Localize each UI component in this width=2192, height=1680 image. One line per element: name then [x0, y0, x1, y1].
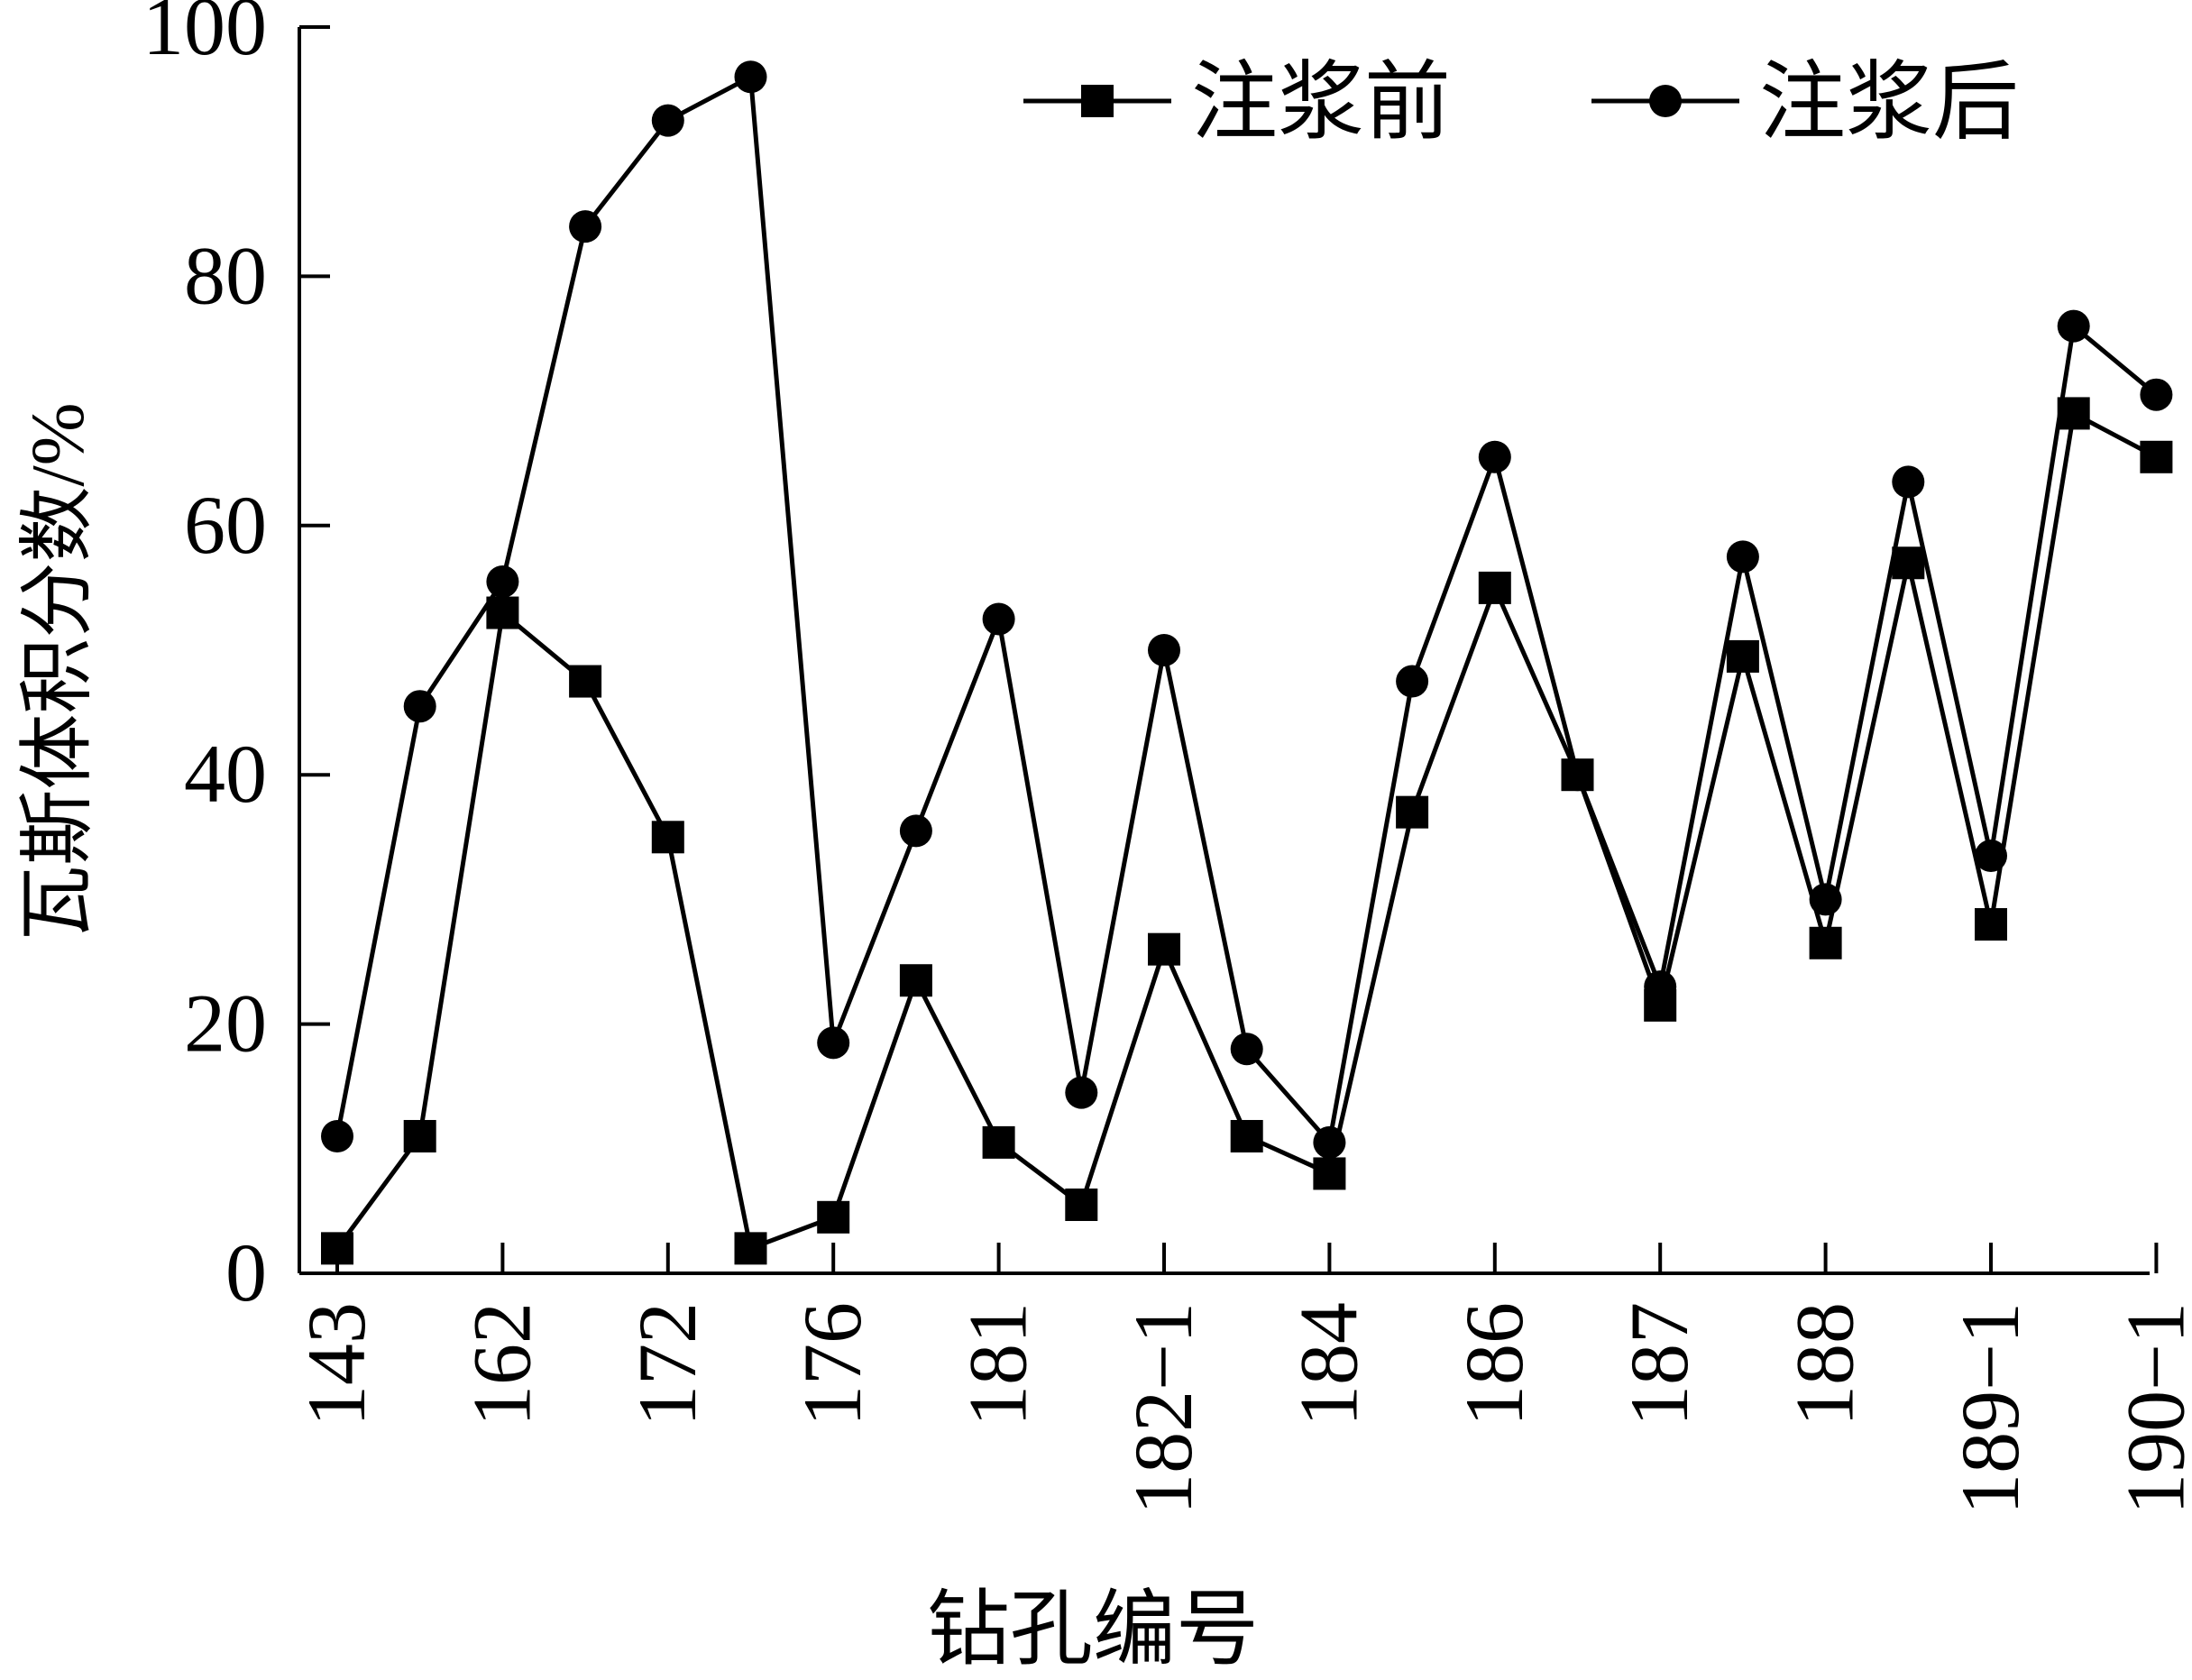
x-tick-label: 181 [952, 1302, 1044, 1427]
data-point-square [1065, 1188, 1098, 1221]
data-point-circle [1892, 465, 1925, 499]
data-point-circle [1644, 970, 1677, 1004]
data-point-square [734, 1232, 767, 1265]
data-point-circle [1313, 1125, 1346, 1159]
y-tick-label: 100 [142, 0, 267, 72]
data-point-circle [982, 602, 1015, 636]
data-point-square [2140, 440, 2173, 473]
data-point-square [1975, 908, 2007, 941]
data-point-circle [1396, 665, 1429, 698]
series-line [335, 73, 2158, 1148]
data-point-circle [2140, 378, 2173, 411]
data-point-circle [569, 210, 602, 243]
data-point-circle [486, 565, 519, 598]
data-point-circle [1065, 1076, 1098, 1109]
data-point-square [321, 1232, 353, 1265]
data-point-square [1478, 571, 1511, 604]
data-point-square [817, 1200, 850, 1234]
data-point-square [1892, 546, 1925, 580]
x-tick-label: 188 [1779, 1302, 1871, 1427]
x-axis-label: 钻孔编号 [927, 1584, 1259, 1675]
x-tick-label: 184 [1282, 1302, 1374, 1427]
data-point-circle [1809, 883, 1842, 916]
x-axis-ticks: 143 162 172 176 181 182−1 184 186 187 188 189−1 190… [290, 1243, 2192, 1515]
data-point-circle [1478, 440, 1511, 473]
data-point-square [569, 665, 602, 698]
data-point-circle [651, 104, 684, 137]
data-point-circle [1230, 1033, 1263, 1066]
data-point-circle [1148, 634, 1180, 666]
y-axis-ticks: 0 20 40 60 80 100 [142, 0, 330, 1318]
x-tick-label: 182−1 [1117, 1302, 1209, 1515]
data-point-square [982, 1125, 1015, 1159]
legend: 注浆前 注浆后 [1023, 54, 2019, 151]
data-point-square [899, 964, 932, 997]
axes [298, 27, 2150, 1275]
y-tick-label: 80 [184, 229, 267, 321]
series-layer [321, 60, 2173, 1265]
legend-label: 注浆后 [1759, 54, 2019, 151]
x-tick-label: 162 [455, 1302, 547, 1427]
data-point-circle [321, 1119, 353, 1152]
series-2 [321, 60, 2173, 1159]
data-point-circle [817, 1026, 850, 1060]
x-tick-label: 172 [621, 1302, 713, 1427]
y-tick-label: 20 [184, 978, 267, 1070]
data-point-circle [899, 814, 932, 848]
legend-label: 注浆前 [1191, 54, 1451, 151]
data-point-circle [1726, 540, 1759, 574]
data-point-circle [2057, 309, 2090, 343]
x-tick-label: 189−1 [1944, 1302, 2036, 1515]
data-point-square [1313, 1157, 1346, 1190]
x-tick-label: 143 [290, 1302, 382, 1427]
data-point-square [1148, 932, 1180, 966]
y-tick-label: 60 [184, 479, 267, 571]
data-point-circle [403, 690, 436, 723]
legend-marker-square [1081, 85, 1114, 117]
data-point-circle [734, 60, 767, 94]
data-point-square [1396, 795, 1429, 829]
x-tick-label: 187 [1613, 1302, 1705, 1427]
x-tick-label: 186 [1448, 1302, 1540, 1427]
legend-marker-circle [1649, 85, 1682, 117]
data-point-square [651, 821, 684, 854]
x-tick-label: 176 [786, 1302, 878, 1427]
data-point-square [1809, 926, 1842, 959]
series-1 [321, 397, 2173, 1265]
x-tick-label: 190−1 [2109, 1302, 2192, 1515]
y-tick-label: 0 [225, 1226, 267, 1318]
data-point-square [403, 1119, 436, 1152]
data-point-circle [1561, 758, 1594, 792]
data-point-circle [1975, 840, 2007, 873]
data-point-square [1726, 639, 1759, 673]
y-tick-label: 40 [184, 728, 267, 820]
y-axis-label: 瓦斯体积分数/% [16, 402, 100, 941]
data-point-square [1230, 1119, 1263, 1152]
